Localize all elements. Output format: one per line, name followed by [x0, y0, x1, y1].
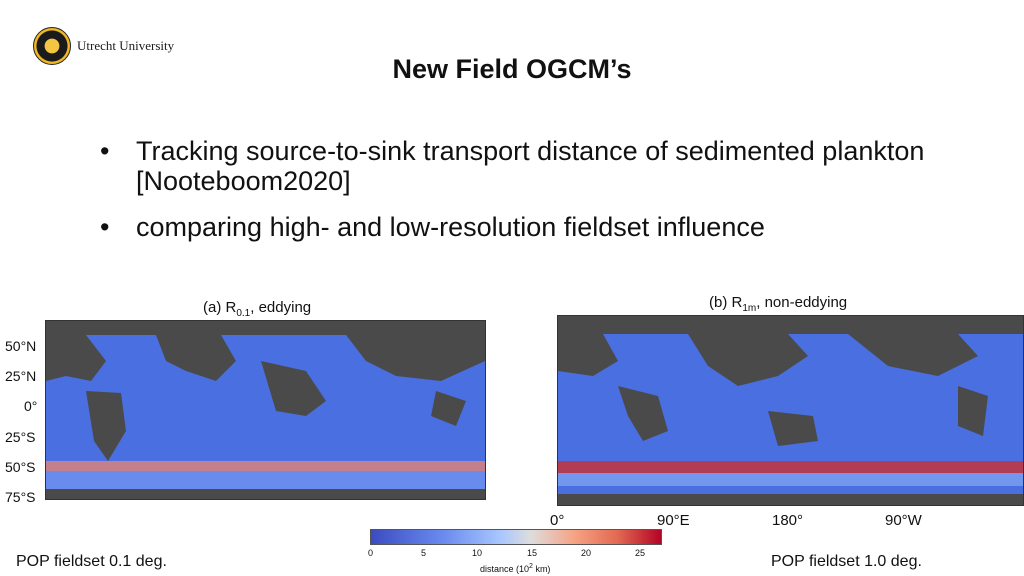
lon-tick-label: 180°: [772, 512, 804, 529]
lat-tick-label: 75°S: [5, 489, 36, 505]
colorbar-tick: 25: [635, 548, 646, 558]
lon-tick-label: 90°E: [657, 512, 690, 529]
university-name: Utrecht University: [77, 38, 175, 53]
map-a-subtitle-prefix: (a) R: [203, 299, 237, 316]
colorbar-tick: 15: [527, 548, 538, 558]
map-b-subtitle-sub: 1m: [742, 303, 757, 314]
map-b-subtitle-prefix: (b) R: [709, 294, 743, 311]
university-seal-icon: [33, 27, 71, 65]
lat-tick-label: 25°N: [5, 368, 37, 384]
map-a-subtitle: (a) R0.1, eddying: [203, 299, 311, 319]
colorbar-tick: 5: [421, 548, 427, 558]
lat-tick-label: 25°S: [5, 429, 36, 445]
colorbar-label-suffix: km): [532, 564, 551, 574]
map-b-subtitle: (b) R1m, non-eddying: [709, 294, 847, 314]
map-b-non-eddying: [557, 315, 1024, 506]
colorbar-tick: 20: [581, 548, 592, 558]
colorbar-tick: 10: [472, 548, 483, 558]
bullet-item: Tracking source-to-sink transport distan…: [100, 136, 960, 196]
slide-title: New Field OGCM’s: [392, 54, 632, 84]
colorbar-label: distance (102 km): [480, 563, 550, 574]
bullet-item: comparing high- and low-resolution field…: [100, 212, 960, 242]
lon-tick-label: 0°: [550, 512, 565, 529]
footer-right: POP fieldset 1.0 deg.: [771, 553, 922, 570]
colorbar: [370, 529, 662, 545]
map-a-eddying: [45, 320, 486, 500]
colorbar-label-sup: 2: [529, 563, 533, 570]
map-a-subtitle-sub: 0.1: [236, 308, 251, 319]
map-b-subtitle-suffix: , non-eddying: [756, 294, 848, 311]
footer-left: POP fieldset 0.1 deg.: [16, 553, 167, 570]
lat-tick-label: 0°: [24, 398, 38, 414]
colorbar-label-prefix: distance (10: [480, 564, 530, 574]
lon-tick-label: 90°W: [885, 512, 922, 529]
university-logo: Utrecht University: [33, 27, 174, 65]
bullet-list: Tracking source-to-sink transport distan…: [100, 136, 960, 258]
map-a-subtitle-suffix: , eddying: [250, 299, 312, 316]
colorbar-tick: 0: [368, 548, 374, 558]
lat-tick-label: 50°S: [5, 459, 36, 475]
lat-tick-label: 50°N: [5, 338, 37, 354]
